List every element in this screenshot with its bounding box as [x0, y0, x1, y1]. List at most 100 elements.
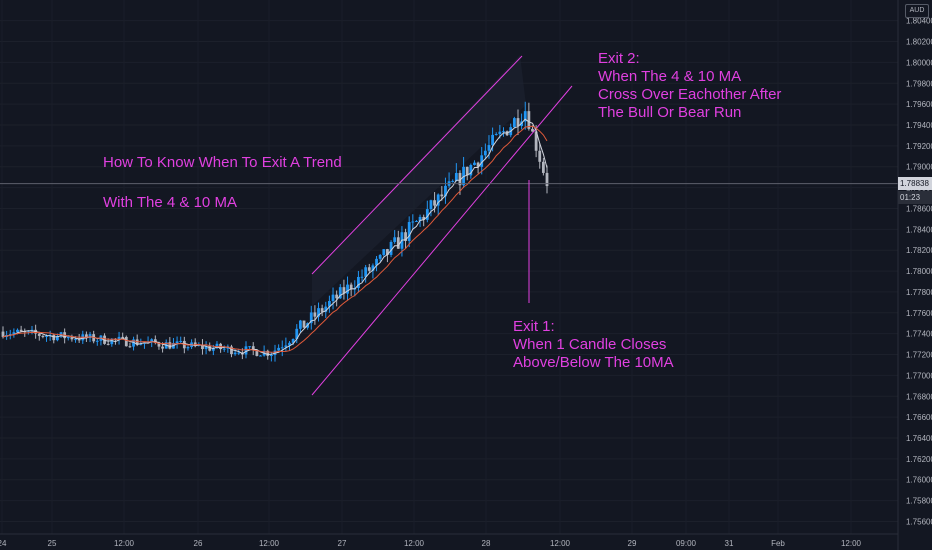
candle — [451, 179, 455, 183]
time-tick-label: 27 — [338, 539, 347, 548]
candle — [465, 166, 469, 181]
candle — [422, 214, 426, 227]
candle — [346, 276, 349, 301]
candle — [117, 331, 121, 345]
candle — [407, 216, 411, 248]
candle — [226, 344, 230, 353]
price-tick-label: 1.77400 — [906, 330, 932, 339]
candle — [19, 325, 23, 332]
time-tick-label: 12:00 — [841, 539, 862, 548]
candle — [41, 335, 45, 339]
annotation-exit2: Exit 2: When The 4 & 10 MA Cross Over Ea… — [598, 50, 781, 122]
candle — [164, 339, 168, 349]
price-tick-label: 1.77200 — [906, 351, 932, 360]
price-tick-label: 1.75600 — [906, 517, 932, 526]
candle — [66, 335, 70, 341]
time-tick-label: 12:00 — [404, 539, 425, 548]
candle — [411, 214, 415, 230]
candle — [502, 127, 505, 137]
candle — [541, 157, 545, 176]
candle — [364, 264, 368, 283]
time-tick-label: 12:00 — [259, 539, 280, 548]
candle — [124, 335, 128, 347]
candle — [328, 295, 331, 313]
candle — [121, 332, 125, 339]
candle — [317, 302, 320, 322]
price-tick-label: 1.76000 — [906, 476, 932, 485]
candle — [360, 269, 364, 282]
candle — [473, 160, 476, 166]
moving-averages — [2, 118, 548, 356]
candle — [99, 334, 103, 346]
candle — [523, 101, 527, 130]
candle — [393, 230, 397, 244]
candle — [349, 282, 353, 297]
candle — [494, 132, 498, 136]
candle — [175, 336, 179, 349]
candle — [516, 109, 520, 136]
candle-countdown: 01:23 — [898, 190, 932, 204]
candle — [52, 333, 56, 344]
currency-label[interactable]: AUD — [905, 4, 929, 18]
price-tick-label: 1.79600 — [906, 100, 932, 109]
grid-lines — [0, 0, 898, 534]
candle — [215, 341, 219, 350]
candle — [280, 340, 284, 357]
price-tick-label: 1.79200 — [906, 142, 932, 151]
candle — [295, 324, 299, 344]
candle — [320, 304, 324, 317]
candle — [143, 342, 146, 349]
candle — [70, 334, 74, 342]
candle — [538, 143, 542, 169]
candle — [331, 287, 335, 310]
candle — [230, 344, 233, 358]
time-tick-label: 29 — [628, 539, 637, 548]
price-tick-label: 1.80000 — [906, 58, 932, 67]
time-tick-label: 26 — [194, 539, 203, 548]
price-tick-label: 1.75800 — [906, 497, 932, 506]
candle — [204, 341, 208, 355]
candle — [277, 344, 281, 352]
annotation-title: How To Know When To Exit A Trend With Th… — [103, 154, 342, 212]
candle — [480, 146, 484, 175]
price-tick-label: 1.78000 — [906, 267, 932, 276]
time-tick-label: 09:00 — [676, 539, 697, 548]
price-tick-label: 1.80200 — [906, 38, 932, 47]
exit2-line: Exit 2: — [598, 50, 640, 67]
candle — [436, 193, 440, 216]
candle — [313, 305, 317, 325]
trend-channel — [311, 55, 573, 396]
candle — [429, 199, 433, 217]
exit1-line: When 1 Candle Closes — [513, 336, 667, 353]
channel-fill — [312, 55, 526, 306]
candle — [233, 348, 237, 356]
candle — [386, 248, 389, 263]
annotation-title-line2: With The 4 & 10 MA — [103, 194, 237, 211]
exit1-line: Exit 1: — [513, 318, 555, 335]
candle — [324, 301, 328, 318]
price-tick-label: 1.79400 — [906, 121, 932, 130]
candle — [371, 263, 375, 279]
candle — [12, 328, 16, 338]
candle — [454, 163, 458, 182]
price-tick-label: 1.79000 — [906, 163, 932, 172]
candle — [182, 336, 186, 354]
candle — [186, 345, 190, 351]
time-tick-label: 28 — [482, 539, 491, 548]
time-tick-label: 25 — [48, 539, 57, 548]
candle — [338, 284, 342, 299]
annotation-title-line1: How To Know When To Exit A Trend — [103, 154, 342, 171]
price-axis[interactable]: 1.80400 1.80200 1.80000 1.79800 1.79600 1.794… — [897, 0, 932, 550]
candle — [415, 219, 418, 223]
candle — [440, 186, 444, 201]
time-tick-label: Feb — [771, 539, 785, 548]
time-tick-label: 24 — [0, 539, 7, 548]
ma-10-line — [2, 125, 548, 353]
exit2-line: The Bull Or Bear Run — [598, 104, 742, 121]
time-tick-label: 31 — [725, 539, 734, 548]
candle — [95, 338, 99, 346]
time-axis[interactable]: 24 25 12:00 26 12:00 27 12:00 28 12:00 29 09:00 31 F… — [0, 533, 898, 548]
price-tick-label: 1.76800 — [906, 392, 932, 401]
price-tick-label: 1.76600 — [906, 413, 932, 422]
